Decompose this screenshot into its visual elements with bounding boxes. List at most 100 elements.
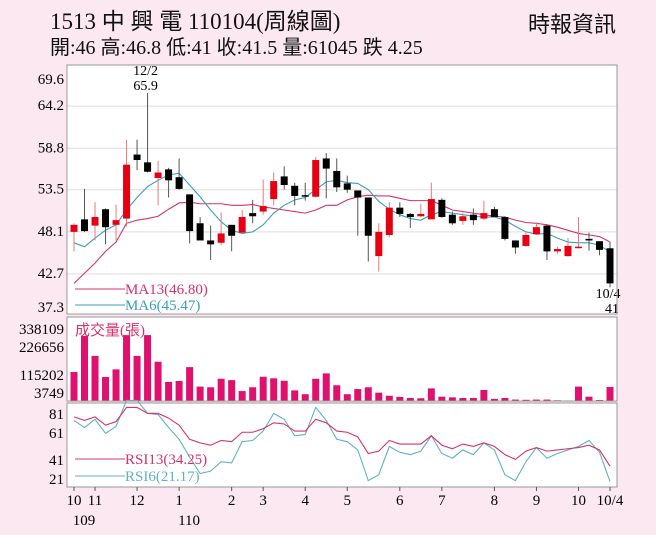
candle-body: [553, 249, 561, 252]
candle-body: [112, 220, 120, 225]
candle-body: [217, 233, 225, 243]
volume-bar: [333, 385, 341, 401]
volume-bar: [175, 380, 183, 401]
candle-body: [70, 224, 78, 232]
candle-body: [364, 197, 372, 236]
volume-bar: [228, 380, 236, 401]
volume-bar: [606, 387, 614, 401]
x-tick-label: 3: [259, 493, 267, 509]
candle-body: [333, 170, 341, 188]
volume-bar: [270, 378, 278, 401]
price-tick-label: 48.1: [38, 224, 64, 240]
candle-body: [123, 164, 131, 219]
volume-bar: [312, 378, 320, 401]
volume-bar: [322, 373, 330, 401]
volume-bar: [91, 355, 99, 401]
volume-bar: [438, 396, 446, 401]
rsi-panel: [67, 403, 617, 487]
candle-body: [301, 195, 309, 197]
volume-bar: [480, 389, 488, 401]
candle-body: [154, 172, 162, 178]
x-year-label: 109: [73, 513, 96, 529]
candle-body: [417, 213, 425, 217]
rsi-tick-label: 21: [49, 472, 64, 488]
candle-body: [280, 176, 288, 186]
volume-bar: [448, 397, 456, 401]
candle-body: [81, 219, 89, 232]
rsi-tick-label: 81: [49, 407, 64, 423]
volume-tick-label: 226656: [19, 340, 65, 356]
panel-border: [66, 316, 618, 402]
volume-bar: [354, 389, 362, 401]
volume-bar: [280, 380, 288, 401]
candle-body: [354, 190, 362, 198]
candle-body: [585, 238, 593, 241]
candle-body: [207, 240, 215, 245]
rsi-tick-label: 61: [49, 426, 64, 442]
volume-bar: [102, 376, 110, 401]
volume-bar: [70, 372, 78, 401]
volume-bar: [154, 361, 162, 401]
candle-body: [165, 169, 173, 181]
candle-body: [469, 214, 477, 221]
candle-body: [596, 241, 603, 250]
chart-title: 1513 中 興 電 110104(周線圖): [50, 9, 341, 34]
candle-body: [606, 248, 614, 284]
annotation-date: 12/2: [133, 64, 158, 79]
volume-bar: [511, 399, 519, 401]
annotation-date: 10/4: [596, 287, 621, 302]
volume-bar: [81, 335, 89, 401]
candle-body: [133, 154, 141, 161]
x-tick-label: 4: [301, 493, 309, 509]
x-tick-label: 6: [396, 493, 404, 509]
candle-body: [270, 181, 278, 200]
volume-bar: [385, 395, 393, 401]
candle-body: [249, 213, 257, 217]
candle-body: [228, 224, 236, 236]
annotation-value: 41: [605, 302, 619, 317]
volume-bar: [133, 355, 141, 401]
ma-line-1: [73, 172, 611, 253]
candle-body: [102, 209, 110, 228]
candle-body: [438, 199, 446, 218]
x-tick-label: 10/4: [597, 493, 624, 509]
volume-bar: [291, 390, 299, 401]
volume-bar: [406, 398, 414, 401]
x-tick-label: 2: [228, 493, 236, 509]
panel-border: [66, 402, 618, 488]
volume-bar: [217, 378, 225, 401]
x-tick-label: 9: [533, 493, 541, 509]
annotation-value: 65.9: [133, 79, 158, 94]
price-tick-label: 69.6: [38, 72, 65, 88]
volume-bar: [186, 367, 194, 401]
volume-bar: [522, 399, 530, 401]
volume-bar: [207, 387, 215, 401]
price-tick-label: 53.5: [38, 182, 64, 198]
volume-bar: [459, 398, 467, 401]
candle-body: [91, 217, 99, 226]
candle-body: [522, 234, 530, 246]
volume-bar: [574, 386, 582, 401]
quote-summary: 開:46 高:46.8 低:41 收:41.5 量:61045 跌 4.25: [50, 37, 423, 59]
x-tick-label: 10: [571, 493, 586, 509]
candle-body: [459, 216, 467, 221]
candle-body: [406, 213, 414, 218]
candle-body: [322, 158, 330, 169]
volume-tick-label: 3749: [34, 386, 64, 402]
volume-tick-label: 338109: [19, 322, 64, 338]
candle-body: [144, 162, 152, 172]
candle-body: [501, 217, 509, 239]
ma-legend: MA13(46.80): [125, 282, 208, 298]
x-tick-label: 12: [130, 493, 145, 509]
candle-body: [186, 194, 194, 232]
candle-body: [259, 206, 267, 212]
candle-body: [312, 160, 320, 197]
candle-body: [427, 199, 435, 220]
candle-body: [238, 217, 246, 233]
candle-body: [343, 183, 351, 190]
volume-bar: [490, 398, 498, 401]
volume-bar: [427, 388, 435, 401]
panel-border: [66, 64, 618, 315]
volume-bar: [469, 398, 477, 401]
price-tick-label: 42.7: [38, 266, 65, 282]
